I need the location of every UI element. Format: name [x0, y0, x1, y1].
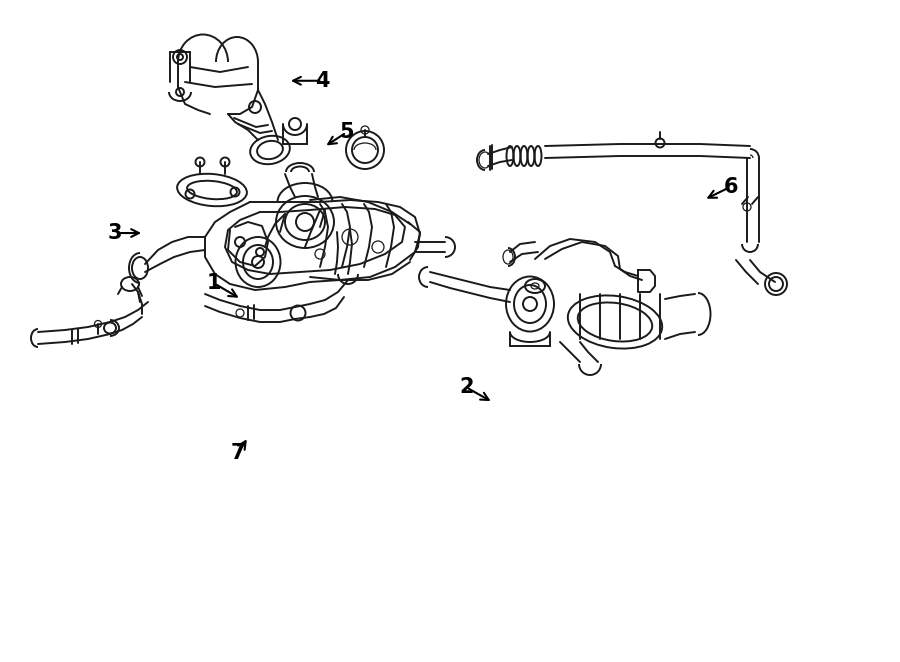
Text: 5: 5 — [339, 122, 354, 142]
Text: 2: 2 — [459, 377, 473, 397]
Text: 7: 7 — [230, 444, 245, 463]
Text: 3: 3 — [108, 223, 122, 243]
Text: 1: 1 — [207, 273, 221, 293]
Text: 6: 6 — [724, 177, 738, 197]
Text: 4: 4 — [315, 71, 329, 91]
